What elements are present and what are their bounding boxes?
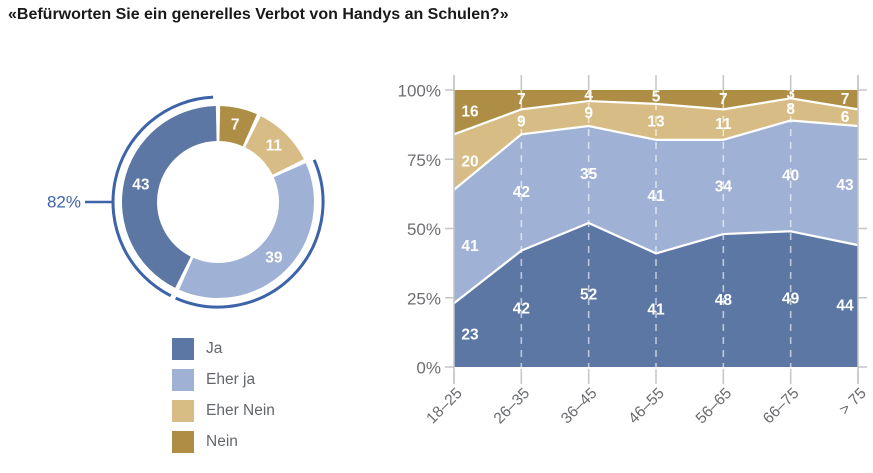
area-value-label: 41 (461, 238, 479, 255)
donut-highlight-label: 82% (47, 193, 81, 212)
donut-value-label: 39 (265, 249, 283, 266)
area-value-label: 13 (647, 113, 665, 130)
legend-label: Ja (206, 340, 223, 357)
legend: Ja Eher ja Eher Nein Nein (172, 338, 275, 462)
x-axis-category-label: 18–25 (423, 385, 466, 428)
legend-swatch (172, 338, 194, 360)
svg-text:56–65: 56–65 (693, 385, 736, 428)
area-value-label: 41 (647, 302, 665, 319)
svg-text:66–75: 66–75 (760, 385, 803, 428)
x-axis-category-label: 66–75 (760, 385, 803, 428)
y-axis-tick-label: 100% (398, 82, 441, 101)
legend-item-eher-nein: Eher Nein (172, 400, 275, 422)
x-axis-category-label: 36–45 (558, 385, 601, 428)
area-value-label: 35 (580, 166, 598, 183)
svg-text:46–55: 46–55 (625, 385, 668, 428)
legend-label: Eher ja (206, 371, 256, 388)
donut-value-label: 43 (132, 176, 150, 193)
donut-segment-nein (219, 106, 257, 147)
donut-value-label: 7 (231, 116, 240, 133)
donut-segment-ja (121, 106, 217, 288)
area-value-label: 52 (580, 286, 597, 303)
svg-text:36–45: 36–45 (558, 385, 601, 428)
area-value-label: 6 (841, 109, 850, 126)
legend-item-nein: Nein (172, 431, 275, 453)
y-axis-tick-label: 50% (407, 220, 441, 239)
area-value-label: 9 (584, 105, 593, 122)
legend-label: Eher Nein (206, 402, 275, 419)
legend-swatch (172, 400, 194, 422)
area-band-eher-nein (454, 98, 858, 190)
area-value-label: 20 (461, 154, 478, 171)
area-value-label: 9 (517, 113, 526, 130)
donut-value-label: 11 (266, 138, 283, 155)
area-band-nein (454, 90, 858, 135)
area-value-label: 42 (513, 300, 530, 317)
area-value-label: 42 (513, 184, 530, 201)
legend-label: Nein (206, 433, 238, 450)
area-value-label: 7 (719, 91, 728, 108)
area-value-label: 4 (584, 87, 593, 104)
donut-highlight-arc (111, 95, 214, 298)
area-value-label: 16 (461, 104, 479, 121)
area-value-label: 48 (715, 292, 733, 309)
y-axis-tick-label: 75% (407, 151, 441, 170)
svg-text:18–25: 18–25 (423, 385, 466, 428)
page-title: «Befürworten Sie ein generelles Verbot v… (8, 6, 509, 23)
legend-item-ja: Ja (172, 338, 275, 360)
area-band-ja (454, 222, 858, 367)
y-axis-tick-label: 25% (407, 289, 441, 308)
x-axis-category-label: 56–65 (693, 385, 736, 428)
area-value-label: 8 (786, 101, 795, 118)
area-value-label: 3 (786, 86, 795, 103)
donut-segment-eher-ja (179, 163, 314, 299)
area-value-label: 43 (836, 177, 854, 194)
area-value-label: 23 (461, 327, 479, 344)
area-value-label: 34 (715, 178, 733, 195)
legend-swatch (172, 431, 194, 453)
area-value-label: 44 (836, 298, 854, 315)
donut-highlight-arc (175, 159, 325, 309)
y-axis-tick-label: 0% (416, 359, 441, 378)
svg-text:26–35: 26–35 (491, 385, 534, 428)
area-value-label: 40 (782, 167, 799, 184)
svg-text:> 75: > 75 (836, 385, 870, 419)
area-value-label: 7 (517, 91, 526, 108)
x-axis-category-label: 46–55 (625, 385, 668, 428)
area-value-label: 11 (715, 116, 732, 133)
area-value-label: 41 (647, 188, 665, 205)
area-value-label: 5 (652, 88, 661, 105)
x-axis-category-label: 26–35 (491, 385, 534, 428)
donut-chart: 7 11 39 43 82% (47, 95, 325, 309)
legend-item-eher-ja: Eher ja (172, 369, 275, 391)
area-value-label: 49 (782, 291, 800, 308)
donut-segment-eher-nein (245, 116, 304, 175)
legend-swatch (172, 369, 194, 391)
area-value-label: 7 (841, 91, 850, 108)
x-axis-category-label: > 75 (836, 385, 870, 419)
